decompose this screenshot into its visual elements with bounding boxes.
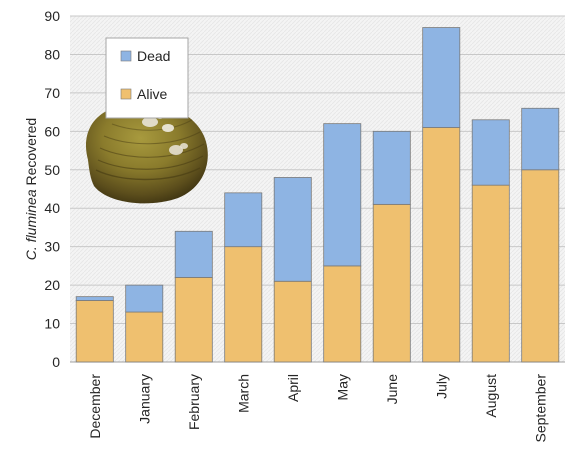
- x-tick-label: March: [235, 374, 251, 413]
- legend-box: [105, 37, 189, 119]
- y-tick-label: 40: [44, 200, 60, 216]
- x-tick-label: July: [433, 374, 449, 399]
- bar-dead: [372, 130, 411, 205]
- bar-dead: [224, 192, 263, 248]
- y-tick-label: 10: [44, 316, 60, 332]
- bar-alive: [75, 300, 114, 363]
- legend-swatch-alive: [120, 88, 132, 100]
- bar-alive: [125, 311, 164, 363]
- x-tick-label: June: [384, 374, 400, 405]
- bar-dead: [422, 27, 461, 128]
- bar-alive: [422, 127, 461, 363]
- x-tick-label: February: [186, 374, 202, 430]
- bar-alive: [224, 246, 263, 363]
- legend-swatch-dead: [120, 50, 132, 62]
- bars: [75, 27, 560, 363]
- bar-alive: [323, 265, 362, 363]
- x-tick-label: December: [87, 374, 103, 439]
- bar-dead: [273, 177, 312, 282]
- y-tick-label: 20: [44, 277, 60, 293]
- y-tick-label: 80: [44, 46, 60, 62]
- y-tick-label: 30: [44, 239, 60, 255]
- x-tick-labels: December January February March April May June…: [87, 374, 549, 443]
- x-tick-label: August: [483, 374, 499, 418]
- y-tick-labels: 0 10 20 30 40 50 60 70 80 90: [44, 8, 60, 370]
- y-tick-label: 70: [44, 85, 60, 101]
- bar-alive: [471, 184, 510, 363]
- y-axis-label-italic: C. fluminea: [23, 189, 39, 260]
- bar-dead: [75, 296, 114, 301]
- legend: Dead Alive: [105, 37, 189, 119]
- bar-dead: [174, 230, 213, 278]
- legend-label-dead: Dead: [137, 48, 170, 64]
- bar-dead: [125, 284, 164, 313]
- y-tick-label: 60: [44, 123, 60, 139]
- bar-alive: [174, 277, 213, 363]
- y-axis-label: C. fluminea Recovered: [23, 118, 39, 260]
- x-tick-label: April: [285, 374, 301, 402]
- bar-dead: [471, 119, 510, 186]
- legend-label-alive: Alive: [137, 86, 168, 102]
- y-axis-label-rest: Recovered: [23, 118, 39, 190]
- y-tick-label: 90: [44, 8, 60, 24]
- bar-dead: [323, 123, 362, 267]
- clam-shell-photo: [85, 103, 208, 204]
- bar-alive: [372, 203, 411, 363]
- x-tick-label: September: [532, 374, 548, 443]
- bar-alive: [273, 280, 312, 363]
- bar-dead: [521, 107, 560, 171]
- y-tick-label: 50: [44, 162, 60, 178]
- x-tick-label: May: [334, 374, 350, 400]
- x-tick-label: January: [136, 374, 152, 424]
- bar-alive: [521, 169, 560, 363]
- y-tick-label: 0: [52, 354, 60, 370]
